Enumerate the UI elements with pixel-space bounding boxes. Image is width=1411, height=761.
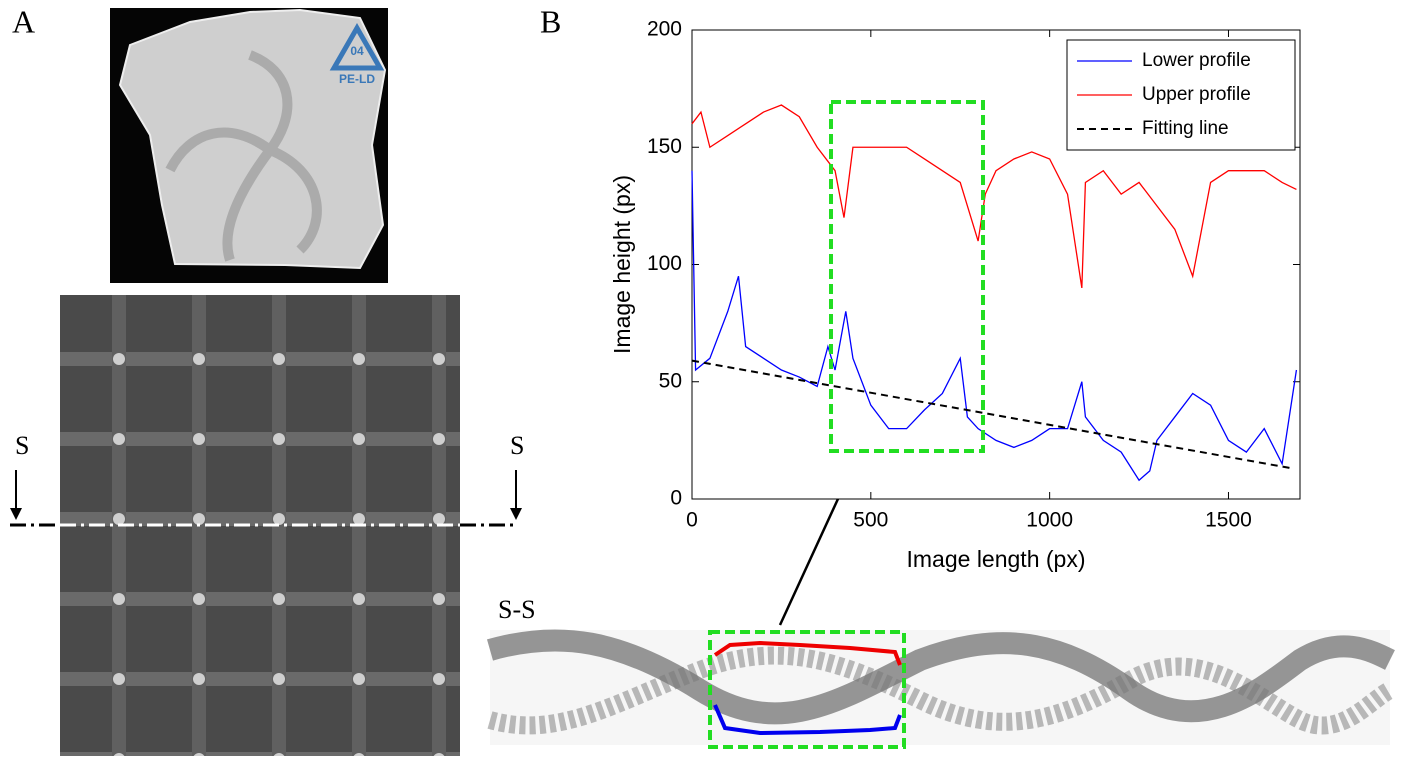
logo-number: 04 [350,44,364,58]
section-label: S-S [498,595,536,624]
fabric-folds [165,50,322,262]
arrowhead [10,508,22,520]
x-tick-label: 0 [686,509,698,532]
y-tick-label: 0 [670,487,682,510]
arrowhead [510,508,522,520]
logo-text: PE-LD [339,72,375,86]
x-tick-label: 1500 [1205,509,1252,532]
panel-label: B [540,3,561,39]
arrow [778,487,845,626]
panel-label: A [12,3,35,39]
y-tick-label: 150 [647,135,682,158]
line-series [691,170,1298,482]
legend-label: Upper profile [1142,84,1251,105]
line-series [691,359,1294,470]
y-axis-label: Image height (px) [609,175,635,354]
y-tick-label: 100 [647,252,682,275]
highlight-box [708,630,906,749]
legend-label: Lower profile [1142,50,1251,71]
recycle-symbol [329,22,385,71]
x-tick-label: 1000 [1026,509,1073,532]
lower-profile-trace [713,704,902,736]
y-tick-label: 200 [647,18,682,41]
x-axis-label: Image length (px) [907,546,1086,572]
section-mark: S [15,431,29,460]
legend-label: Fitting line [1142,118,1229,139]
section-mark: S [510,431,524,460]
highlight-box [829,100,985,453]
y-tick-label: 50 [659,369,682,392]
line-series [691,104,1297,289]
x-tick-label: 500 [853,509,888,532]
yarn-wave [487,646,1395,735]
yarn-wave [486,629,1395,725]
plot: 0 500 1000 1500 0 50 100 150 200 Image length (px… [609,18,1301,572]
upper-profile-trace [713,640,902,666]
